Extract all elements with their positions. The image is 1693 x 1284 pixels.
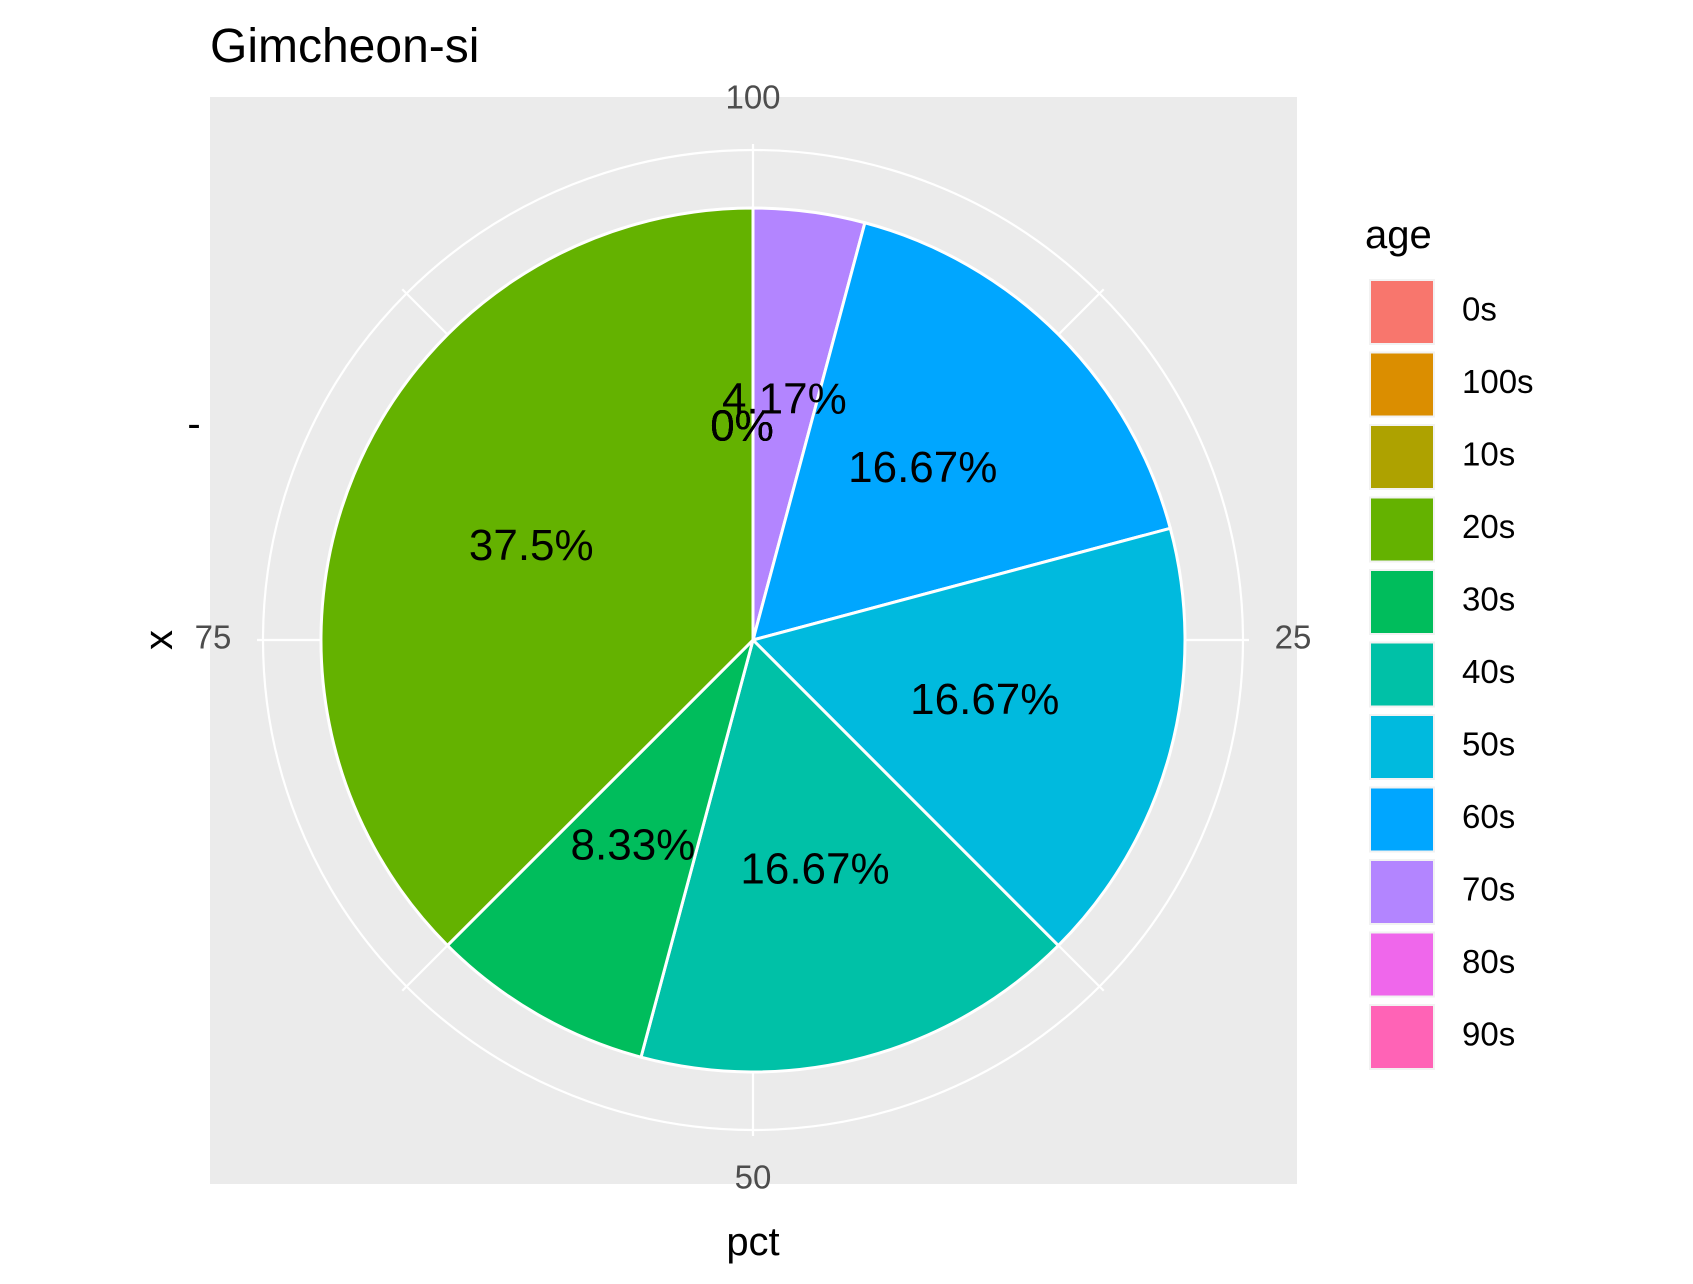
legend-key-10s — [1371, 426, 1433, 488]
slice-label-90s: 0% — [710, 402, 774, 451]
pie-slice-60s — [750, 220, 1173, 643]
x-axis-title: pct — [726, 1220, 779, 1264]
legend-label-30s: 30s — [1462, 581, 1515, 618]
pie-slice-50s — [750, 526, 1187, 948]
pie-slice-40s — [639, 637, 1061, 1074]
slice-label-70s: 4.17% — [722, 375, 847, 424]
pie-slice-30s — [445, 634, 756, 1060]
legend-key-40s — [1371, 643, 1433, 706]
slice-label-100s: 0% — [710, 402, 774, 451]
legend-label-40s: 40s — [1462, 653, 1515, 690]
legend-label-70s: 70s — [1462, 871, 1515, 908]
legend-label-10s: 10s — [1462, 436, 1515, 473]
legend-label-80s: 80s — [1462, 943, 1515, 980]
legend-key-100s — [1371, 353, 1433, 416]
legend-key-60s — [1371, 788, 1433, 851]
legend-key-0s — [1371, 281, 1433, 343]
legend-key-80s — [1371, 933, 1433, 996]
legend-key-20s — [1371, 498, 1433, 561]
slice-label-20s: 37.5% — [469, 521, 594, 570]
angle-tick-100: 100 — [725, 79, 780, 116]
legend-key-90s — [1371, 1006, 1433, 1068]
legend-key-70s — [1371, 861, 1433, 923]
slice-label-60s: 16.67% — [848, 443, 997, 492]
angle-tick-25: 25 — [1275, 619, 1312, 656]
legend-key-30s — [1371, 571, 1433, 633]
slice-label-80s: 0% — [710, 402, 774, 451]
legend-title: age — [1365, 213, 1432, 257]
y-axis-title: x — [137, 630, 181, 650]
polar-grid — [257, 144, 1249, 1136]
legend-label-0s: 0s — [1462, 291, 1497, 328]
angle-tick-50: 50 — [735, 1159, 772, 1196]
pie-slices — [319, 206, 1187, 1074]
legend-key-50s — [1371, 716, 1433, 778]
grid-ray — [401, 288, 456, 343]
legend: age 0s 100s 10s 20s 30s 40s 50s 60s 70s 80s 90s — [1365, 213, 1534, 1070]
slice-labels: 4.17%16.67%16.67%16.67%8.33%37.5%0%0%0%0… — [469, 375, 1060, 894]
grid-ray — [1050, 937, 1105, 992]
slice-label-0s: 0% — [710, 402, 774, 451]
slice-label-40s: 16.67% — [740, 844, 889, 893]
slice-label-10s: 0% — [710, 402, 774, 451]
chart-title: Gimcheon-si — [210, 20, 479, 73]
legend-label-90s: 90s — [1462, 1016, 1515, 1053]
legend-items: 0s 100s 10s 20s 30s 40s 50s 60s 70s 80s 90s — [1369, 279, 1534, 1070]
pie-slice-20s — [319, 206, 755, 948]
angle-tick-75: 75 — [195, 619, 232, 656]
grid-ray — [401, 937, 456, 992]
angle-tick-labels: 100 25 50 75 — [195, 79, 1312, 1196]
legend-label-100s: 100s — [1462, 363, 1534, 400]
slice-label-50s: 16.67% — [910, 675, 1059, 724]
legend-label-60s: 60s — [1462, 798, 1515, 835]
grid-ray — [1050, 288, 1105, 343]
legend-label-20s: 20s — [1462, 508, 1515, 545]
slice-label-30s: 8.33% — [571, 820, 696, 869]
y-axis-tick-label: - — [187, 402, 200, 446]
legend-label-50s: 50s — [1462, 726, 1515, 763]
